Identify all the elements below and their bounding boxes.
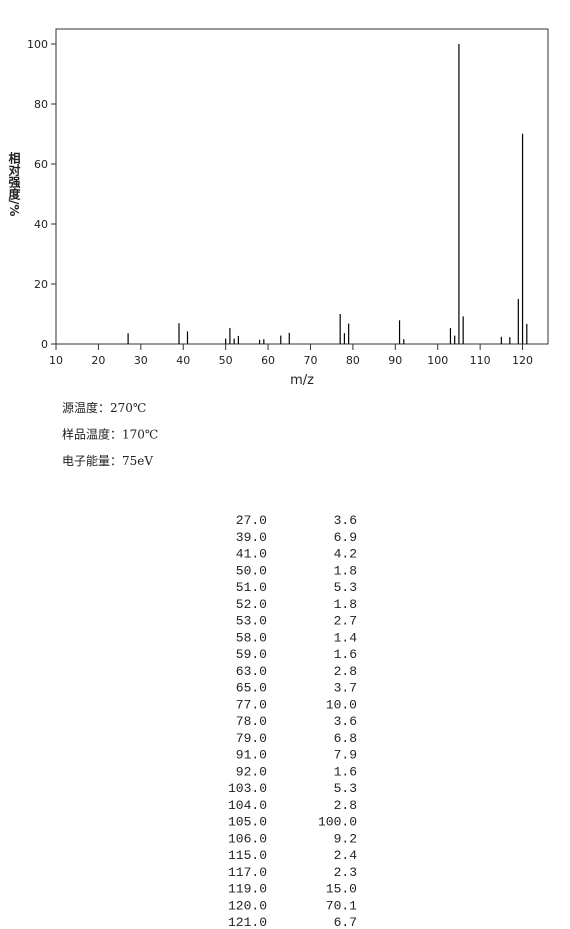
mz-cell: 92.0 xyxy=(236,764,267,779)
intensity-cell: 9.2 xyxy=(334,831,357,846)
mz-cell: 39.0 xyxy=(236,530,267,545)
intensity-cell: 7.9 xyxy=(334,748,357,763)
y-tick-label: 20 xyxy=(34,278,48,291)
intensity-cell: 1.6 xyxy=(334,764,357,779)
x-tick-label: 120 xyxy=(512,354,533,367)
mz-cell: 91.0 xyxy=(236,748,267,763)
intensity-cell: 3.7 xyxy=(334,681,357,696)
x-tick-label: 50 xyxy=(219,354,233,367)
intensity-cell: 100.0 xyxy=(318,815,357,830)
mz-cell: 119.0 xyxy=(228,882,267,897)
x-tick-label: 70 xyxy=(303,354,317,367)
intensity-cell: 1.6 xyxy=(334,647,357,662)
condition: 样品温度：170℃ xyxy=(62,427,158,442)
x-tick-label: 30 xyxy=(134,354,148,367)
x-tick-label: 20 xyxy=(91,354,105,367)
mz-cell: 78.0 xyxy=(236,714,267,729)
mz-cell: 50.0 xyxy=(236,563,267,578)
mz-cell: 115.0 xyxy=(228,848,267,863)
intensity-cell: 3.6 xyxy=(334,513,357,528)
y-tick-label: 0 xyxy=(41,338,48,351)
mz-cell: 120.0 xyxy=(228,898,267,913)
mz-cell: 103.0 xyxy=(228,781,267,796)
intensity-cell: 2.3 xyxy=(334,865,357,880)
plot-frame xyxy=(55,28,549,345)
intensity-cell: 2.7 xyxy=(334,614,357,629)
mz-cell: 58.0 xyxy=(236,630,267,645)
mz-cell: 41.0 xyxy=(236,547,267,562)
intensity-cell: 6.7 xyxy=(334,915,357,929)
mz-cell: 106.0 xyxy=(228,831,267,846)
intensity-cell: 1.4 xyxy=(334,630,358,645)
y-axis-label: 相对强度/% xyxy=(7,151,21,217)
condition: 源温度：270℃ xyxy=(62,400,146,415)
mz-cell: 121.0 xyxy=(228,915,267,929)
mz-cell: 105.0 xyxy=(228,815,267,830)
y-tick-label: 60 xyxy=(34,158,48,171)
y-tick-label: 40 xyxy=(34,218,48,231)
x-tick-label: 110 xyxy=(470,354,491,367)
mz-cell: 52.0 xyxy=(236,597,267,612)
intensity-cell: 5.3 xyxy=(334,781,357,796)
mz-cell: 77.0 xyxy=(236,697,267,712)
intensity-cell: 15.0 xyxy=(326,882,357,897)
intensity-cell: 6.9 xyxy=(334,530,357,545)
intensity-cell: 2.8 xyxy=(334,798,357,813)
x-tick-label: 90 xyxy=(388,354,402,367)
intensity-cell: 2.8 xyxy=(334,664,357,679)
x-tick-label: 100 xyxy=(427,354,448,367)
intensity-cell: 4.2 xyxy=(334,547,357,562)
y-tick-label: 100 xyxy=(27,38,48,51)
mz-cell: 27.0 xyxy=(236,513,267,528)
intensity-cell: 6.8 xyxy=(334,731,357,746)
x-tick-label: 10 xyxy=(49,354,63,367)
intensity-cell: 1.8 xyxy=(334,597,357,612)
mz-cell: 117.0 xyxy=(228,865,267,880)
x-tick-label: 80 xyxy=(346,354,360,367)
intensity-cell: 3.6 xyxy=(334,714,357,729)
intensity-cell: 5.3 xyxy=(334,580,357,595)
mz-cell: 51.0 xyxy=(236,580,267,595)
x-tick-label: 40 xyxy=(176,354,190,367)
intensity-cell: 2.4 xyxy=(334,848,358,863)
intensity-cell: 70.1 xyxy=(326,898,357,913)
condition: 电子能量：75eV xyxy=(62,454,153,468)
mz-cell: 65.0 xyxy=(236,681,267,696)
intensity-cell: 1.8 xyxy=(334,563,357,578)
mz-cell: 63.0 xyxy=(236,664,267,679)
mz-cell: 104.0 xyxy=(228,798,267,813)
x-axis-label: m/z xyxy=(290,373,314,388)
x-tick-label: 60 xyxy=(261,354,275,367)
mz-cell: 79.0 xyxy=(236,731,267,746)
mz-cell: 53.0 xyxy=(236,614,267,629)
mz-cell: 59.0 xyxy=(236,647,267,662)
y-tick-label: 80 xyxy=(34,98,48,111)
intensity-cell: 10.0 xyxy=(326,697,357,712)
